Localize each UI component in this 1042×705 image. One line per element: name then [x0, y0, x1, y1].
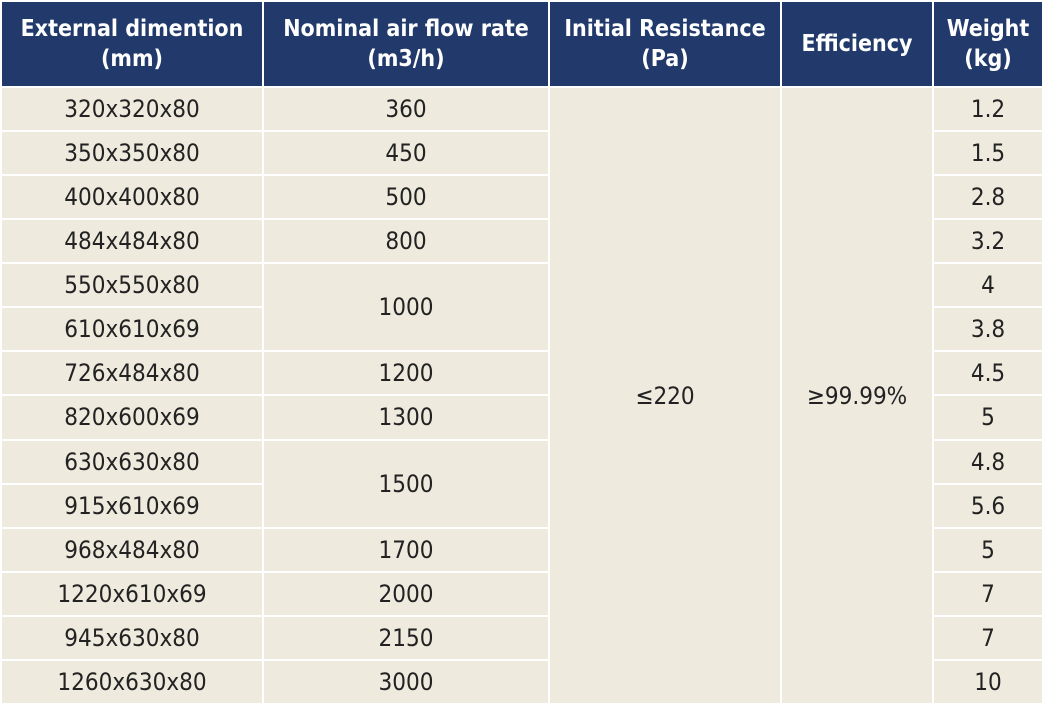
airflow-cell: 450 — [262, 130, 550, 177]
weight-cell: 7 — [932, 614, 1042, 661]
weight-cell: 7 — [932, 570, 1042, 617]
airflow-cell: 1000 — [262, 262, 550, 353]
weight-cell: 1.5 — [932, 130, 1042, 177]
airflow-cell: 1700 — [262, 526, 550, 573]
header-name: Weight — [946, 16, 1030, 42]
row: 630x630x80 1500 4.8 — [0, 438, 1042, 529]
airflow-cell: 1500 — [262, 438, 550, 529]
weight-cell: 2.8 — [932, 174, 1042, 221]
weight-cell: 3.2 — [932, 218, 1042, 265]
header-cell: Weight (kg) — [932, 0, 1042, 88]
header-cell: Efficiency — [780, 0, 934, 88]
header-name: Nominal air flow rate — [283, 16, 529, 42]
dimension-cell: 320x320x80 — [0, 85, 264, 133]
row: 484x484x80 800 3.2 — [0, 218, 1042, 265]
dimension-cell: 610x610x69 — [0, 306, 264, 353]
header-unit: (mm) — [100, 46, 164, 72]
airflow-cell: 1200 — [262, 350, 550, 397]
dimension-cell: 350x350x80 — [0, 130, 264, 177]
header-name: Initial Resistance — [564, 16, 766, 42]
weight-cell: 1.2 — [932, 85, 1042, 133]
weight-cell: 4 — [932, 262, 1042, 309]
weight-cell: 3.8 — [932, 306, 1042, 353]
airflow-cell: 1300 — [262, 394, 550, 441]
row: 550x550x80 1000 4 — [0, 262, 1042, 353]
header-cell: Initial Resistance (Pa) — [548, 0, 782, 88]
header-name: External dimention — [20, 16, 244, 42]
header-unit: (kg) — [964, 46, 1012, 72]
header-cell: External dimention (mm) — [0, 0, 264, 88]
dimension-cell: 1260x630x80 — [0, 658, 264, 705]
header-row: External dimention (mm) Nominal air flow … — [0, 0, 1042, 88]
row: 915x610x69 5.6 — [0, 482, 1042, 529]
airflow-cell: 2150 — [262, 614, 550, 661]
row: 726x484x80 1200 4.5 — [0, 350, 1042, 397]
dimension-cell: 484x484x80 — [0, 218, 264, 265]
header-unit: (Pa) — [641, 46, 689, 72]
airflow-cell: 3000 — [262, 658, 550, 705]
airflow-cell: 500 — [262, 174, 550, 221]
dimension-cell: 726x484x80 — [0, 350, 264, 397]
row: 350x350x80 450 1.5 — [0, 130, 1042, 177]
row: 945x630x80 2150 7 — [0, 614, 1042, 661]
resistance-cell: ≤220 — [548, 86, 782, 705]
dimension-cell: 550x550x80 — [0, 262, 264, 309]
dimension-cell: 630x630x80 — [0, 438, 264, 485]
airflow-cell: 360 — [262, 85, 550, 133]
header-unit: (m3/h) — [367, 46, 445, 72]
weight-cell: 5 — [932, 394, 1042, 441]
dimension-cell: 400x400x80 — [0, 174, 264, 221]
airflow-cell: 2000 — [262, 570, 550, 617]
dimension-cell: 820x600x69 — [0, 394, 264, 441]
row: 320x320x80 360 ≤220 ≥99.99% 1.2 — [0, 85, 1042, 705]
row: 1220x610x69 2000 7 — [0, 570, 1042, 617]
weight-cell: 4.8 — [932, 438, 1042, 485]
airflow-cell: 800 — [262, 218, 550, 265]
dimension-cell: 1220x610x69 — [0, 570, 264, 617]
row: 1260x630x80 3000 10 — [0, 658, 1042, 705]
weight-cell: 5 — [932, 526, 1042, 573]
dimension-cell: 968x484x80 — [0, 526, 264, 573]
header-cell: Nominal air flow rate (m3/h) — [262, 0, 550, 88]
row: 820x600x69 1300 5 — [0, 394, 1042, 441]
weight-cell: 5.6 — [932, 482, 1042, 529]
row: 610x610x69 3.8 — [0, 306, 1042, 353]
header-name: Efficiency — [801, 31, 913, 57]
efficiency-cell: ≥99.99% — [780, 86, 934, 705]
dimension-cell: 945x630x80 — [0, 614, 264, 661]
dimension-cell: 915x610x69 — [0, 482, 264, 529]
weight-cell: 10 — [932, 658, 1042, 705]
weight-cell: 4.5 — [932, 350, 1042, 397]
row: 400x400x80 500 2.8 — [0, 174, 1042, 221]
